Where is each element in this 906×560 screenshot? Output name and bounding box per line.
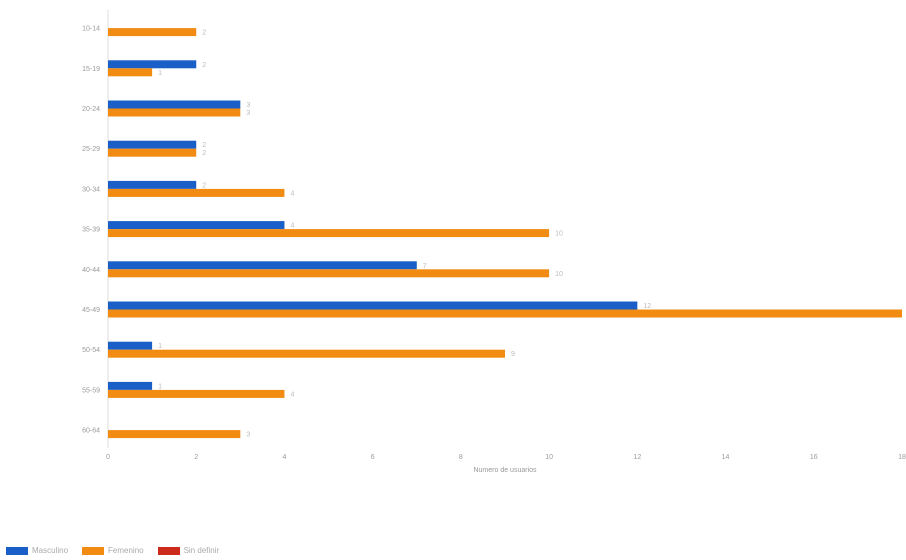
category-label: 10-14 xyxy=(82,26,100,33)
x-tick-label: 14 xyxy=(722,454,730,461)
data-label: 4 xyxy=(290,223,294,230)
category-label: 40-44 xyxy=(82,267,100,274)
x-axis-title: Numero de usuarios xyxy=(473,467,537,474)
legend-label: Femenino xyxy=(108,546,144,555)
category-label: 55-59 xyxy=(82,387,100,394)
category-label: 50-54 xyxy=(82,347,100,354)
data-label: 12 xyxy=(643,303,651,310)
data-label: 3 xyxy=(246,432,250,439)
bar-femenino xyxy=(108,269,550,278)
legend-item[interactable]: Femenino xyxy=(82,546,144,555)
bar-femenino xyxy=(108,430,241,439)
data-label: 4 xyxy=(290,190,294,197)
bar-femenino xyxy=(108,349,505,358)
data-label: 1 xyxy=(158,343,162,350)
legend-label: Masculino xyxy=(32,546,69,555)
bar-masculino xyxy=(108,381,153,390)
data-label: 2 xyxy=(202,150,206,157)
data-label: 1 xyxy=(158,70,162,77)
data-label: 2 xyxy=(202,142,206,149)
category-label: 35-39 xyxy=(82,227,100,234)
x-tick-label: 12 xyxy=(633,454,641,461)
bar-femenino xyxy=(108,389,285,398)
data-label: 2 xyxy=(202,182,206,189)
data-label: 4 xyxy=(290,391,294,398)
bar-masculino xyxy=(108,60,197,69)
data-label: 10 xyxy=(555,271,563,278)
bar-masculino xyxy=(108,261,417,270)
x-tick-label: 16 xyxy=(810,454,818,461)
legend-item[interactable]: Masculino xyxy=(6,546,68,555)
x-tick-label: 6 xyxy=(371,454,375,461)
category-label: 60-64 xyxy=(82,428,100,435)
x-tick-label: 10 xyxy=(545,454,553,461)
category-label: 30-34 xyxy=(82,186,100,193)
x-tick-label: 4 xyxy=(282,454,286,461)
category-label: 20-24 xyxy=(82,106,100,113)
data-label: 3 xyxy=(246,102,250,109)
bar-masculino xyxy=(108,341,153,350)
bar-femenino xyxy=(108,148,197,157)
bar-masculino xyxy=(108,140,197,149)
bar-masculino xyxy=(108,301,638,310)
bar-masculino xyxy=(108,100,241,109)
bar-femenino xyxy=(108,28,197,37)
x-tick-label: 18 xyxy=(898,454,906,461)
x-tick-label: 8 xyxy=(459,454,463,461)
bar-femenino xyxy=(108,68,153,77)
bar-femenino xyxy=(108,229,550,238)
x-tick-label: 0 xyxy=(106,454,110,461)
bar-masculino xyxy=(108,180,197,189)
legend-item[interactable]: Sin definir xyxy=(157,546,220,555)
legend-label: Sin definir xyxy=(183,546,220,555)
bar-femenino xyxy=(108,188,285,197)
category-label: 15-19 xyxy=(82,66,100,73)
bar-chart: 10-14 15-19 20-24 25-29 30-34 35-39 40-44 45-49… xyxy=(82,10,906,474)
category-label: 25-29 xyxy=(82,146,100,153)
bar-masculino xyxy=(108,221,285,230)
legend-swatch xyxy=(82,546,105,555)
category-label: 45-49 xyxy=(82,307,100,314)
data-label: 1 xyxy=(158,383,162,390)
x-tick-label: 2 xyxy=(194,454,198,461)
data-label: 9 xyxy=(511,351,515,358)
data-label: 3 xyxy=(246,110,250,117)
bar-femenino xyxy=(108,108,241,117)
data-label: 10 xyxy=(555,231,563,238)
legend-swatch xyxy=(6,546,28,555)
legend-swatch xyxy=(157,546,180,555)
data-label: 7 xyxy=(423,263,427,270)
data-label: 2 xyxy=(202,30,206,37)
bar-femenino xyxy=(108,309,902,318)
data-label: 2 xyxy=(202,62,206,69)
legend: Masculino Femenino Sin definir xyxy=(6,546,219,555)
